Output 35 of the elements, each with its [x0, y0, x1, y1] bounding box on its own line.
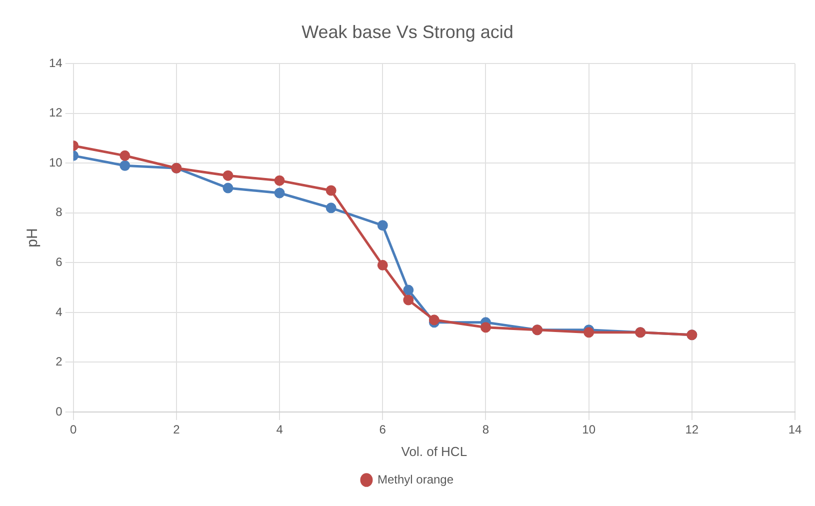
x-tick-label: 2 — [173, 422, 180, 437]
x-tick-label: 4 — [276, 422, 284, 437]
x-tick-label: 10 — [582, 422, 596, 437]
y-axis-title: pH — [24, 228, 42, 248]
x-tick-label: 6 — [379, 422, 386, 437]
y-tick-label: 12 — [48, 106, 63, 120]
point — [377, 220, 388, 231]
y-tick-label: 2 — [56, 354, 63, 369]
x-tick-label: 0 — [70, 422, 78, 437]
point — [120, 150, 130, 161]
point — [274, 188, 285, 198]
x-tick-label: 12 — [685, 422, 699, 437]
point — [120, 160, 130, 171]
legend-label: Methyl orange — [377, 472, 454, 486]
x-axis-title: Vol. of HCL — [401, 444, 468, 459]
x-tick-label: 14 — [788, 422, 802, 437]
y-tick-label: 14 — [48, 56, 63, 70]
y-tick-label: 4 — [56, 304, 63, 319]
point — [584, 327, 594, 338]
y-tick-label: 0 — [56, 404, 63, 418]
point — [326, 185, 336, 196]
point — [377, 260, 388, 270]
point — [480, 322, 491, 333]
point — [326, 202, 336, 214]
y-tick-label: 8 — [56, 205, 63, 220]
point — [403, 284, 414, 296]
point — [403, 294, 414, 306]
y-tick-label: 6 — [56, 255, 63, 269]
chart-title: Weak base Vs Strong acid — [302, 22, 514, 42]
x-tick-label: 8 — [482, 422, 490, 437]
y-tick-label: 10 — [48, 155, 63, 170]
point — [222, 182, 234, 194]
point — [428, 314, 440, 326]
point — [274, 175, 285, 186]
point — [222, 170, 234, 181]
